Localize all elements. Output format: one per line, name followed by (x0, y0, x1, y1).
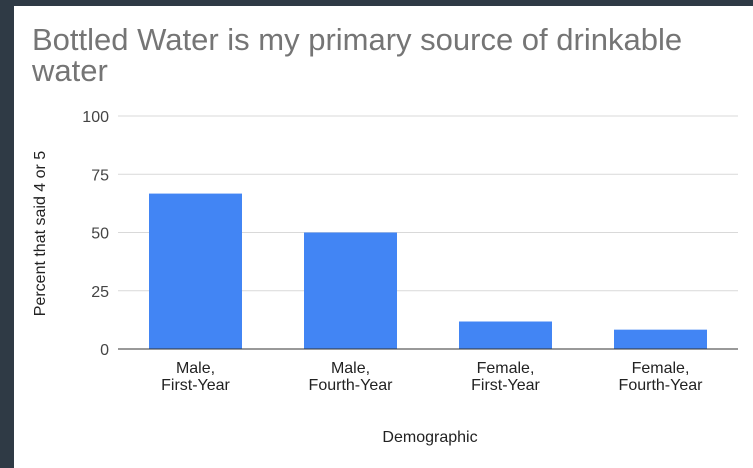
x-category-label: Female, First-Year (471, 360, 540, 394)
bar (614, 329, 707, 349)
bar-chart: 0 25 50 75 100 Male, First-Year Male, Fourth-Ye… (32, 109, 738, 446)
x-category-labels: Male, First-Year Male, Fourth-Year Female, Fi… (161, 360, 703, 394)
chart-title: Bottled Water is my primary source of dr… (32, 22, 683, 88)
bar (304, 232, 397, 349)
x-category-label: Female, Fourth-Year (619, 360, 704, 394)
y-axis-title: Percent that said 4 or 5 (32, 151, 49, 317)
x-axis-title: Demographic (382, 429, 477, 446)
y-tick-label: 50 (91, 226, 109, 243)
x-category-label: Male, First-Year (161, 360, 230, 394)
y-tick-label: 25 (91, 284, 109, 301)
bar (149, 193, 242, 349)
bars (149, 193, 707, 349)
chart-card: Bottled Water is my primary source of dr… (14, 6, 753, 468)
bar (459, 321, 552, 349)
y-tick-label: 75 (91, 167, 109, 184)
y-tick-labels: 0 25 50 75 100 (82, 109, 109, 359)
y-tick-label: 0 (100, 342, 109, 359)
x-category-label: Male, Fourth-Year (309, 360, 394, 394)
y-tick-label: 100 (82, 109, 109, 126)
